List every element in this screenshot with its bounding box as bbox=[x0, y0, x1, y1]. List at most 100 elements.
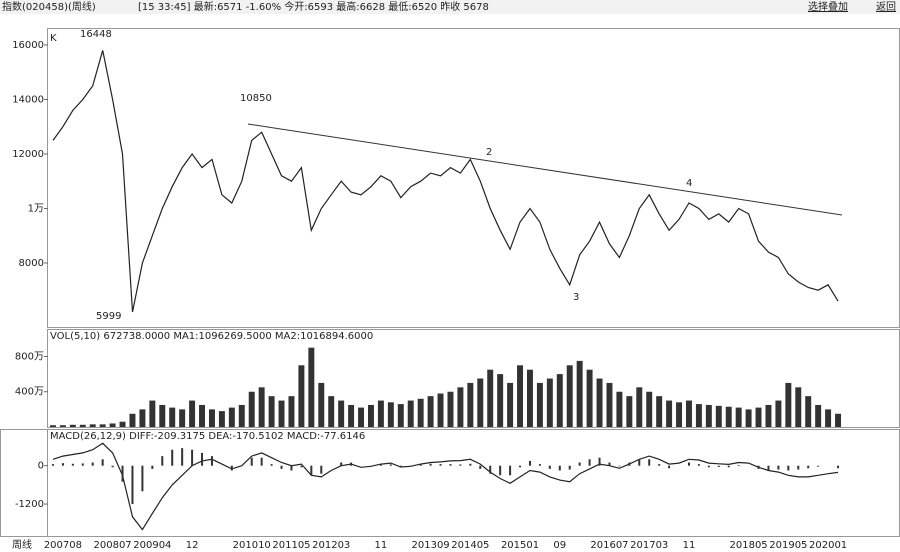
volume-bar bbox=[407, 400, 414, 427]
x-tick-label: 200904 bbox=[133, 540, 171, 551]
frames bbox=[0, 28, 900, 537]
macd-bar bbox=[310, 465, 313, 476]
macd-bar bbox=[578, 462, 581, 466]
volume-bar bbox=[228, 407, 235, 427]
volume-bar bbox=[328, 396, 335, 427]
volume-bar bbox=[288, 396, 295, 427]
y-tick-label: 16000 bbox=[12, 40, 44, 51]
macd-bar bbox=[290, 465, 293, 471]
macd-bar bbox=[817, 465, 820, 467]
macd-bar bbox=[81, 463, 84, 466]
macd-bar bbox=[399, 465, 402, 468]
macd-bar bbox=[638, 459, 641, 466]
title-bar bbox=[0, 0, 900, 14]
macd-bar bbox=[509, 465, 512, 476]
volume-bar bbox=[656, 396, 663, 427]
macd-bar bbox=[429, 463, 432, 466]
volume-bar bbox=[735, 407, 742, 427]
volume-bar bbox=[159, 404, 166, 427]
volume-bar bbox=[248, 391, 255, 427]
macd-bar bbox=[51, 464, 54, 466]
volume-bar bbox=[805, 396, 812, 427]
volume-bar bbox=[189, 400, 196, 427]
volume-bar bbox=[278, 400, 285, 427]
macd-bar bbox=[717, 465, 720, 467]
x-tick-label: 12 bbox=[186, 540, 199, 551]
back-button[interactable]: 返回 bbox=[876, 1, 896, 13]
volume-bar bbox=[526, 369, 533, 427]
macd-bar bbox=[340, 462, 343, 466]
volume-bar bbox=[467, 382, 474, 427]
macd-bar bbox=[389, 464, 392, 466]
period-label: 周线 bbox=[12, 538, 32, 551]
macd-bar bbox=[280, 465, 283, 469]
volume-bar bbox=[815, 404, 822, 427]
macd-bar bbox=[439, 464, 442, 466]
y-tick-label: 400万 bbox=[15, 387, 44, 398]
macd-bar bbox=[628, 462, 631, 466]
macd-bar bbox=[61, 463, 64, 466]
macd-bar bbox=[459, 464, 462, 466]
macd-bar bbox=[528, 460, 531, 466]
macd-bar bbox=[300, 465, 303, 468]
volume-bar bbox=[795, 387, 802, 427]
volume-bar bbox=[685, 400, 692, 427]
volume-bar bbox=[725, 406, 732, 427]
diff-line bbox=[52, 442, 839, 531]
macd-bar bbox=[379, 464, 382, 466]
macd-bar bbox=[787, 465, 790, 471]
volume-bar bbox=[99, 424, 106, 427]
volume-bar bbox=[348, 404, 355, 427]
x-tick-label: 200807 bbox=[94, 540, 132, 551]
axis-label: K bbox=[50, 33, 57, 44]
volume-bar bbox=[785, 382, 792, 427]
annotation: 5999 bbox=[96, 311, 121, 322]
volume-bar bbox=[308, 347, 315, 427]
macd-bar bbox=[469, 463, 472, 466]
volume-bar bbox=[79, 424, 86, 427]
volume-bar bbox=[258, 387, 265, 427]
volume-bar bbox=[387, 402, 394, 427]
volume-bar bbox=[586, 369, 593, 427]
panel-title: VOL(5,10) 672738.0000 MA1:1096269.5000 M… bbox=[50, 331, 373, 342]
trend-line bbox=[247, 123, 843, 216]
volume-bar bbox=[556, 374, 563, 427]
macd-bar bbox=[618, 465, 621, 467]
overlay-button[interactable]: 选择叠加 bbox=[808, 0, 848, 13]
x-tick-label: 09 bbox=[553, 540, 566, 551]
x-tick-label: 201905 bbox=[769, 540, 807, 551]
volume-bar bbox=[149, 400, 156, 427]
y-tick-label: 1万 bbox=[28, 203, 44, 214]
macd-bar bbox=[141, 465, 144, 492]
annotation: 4 bbox=[686, 178, 692, 189]
volume-bar bbox=[109, 423, 116, 427]
macd-bar bbox=[558, 465, 561, 471]
volume-bar bbox=[616, 391, 623, 427]
window-title: 指数(020458)(周线) bbox=[2, 0, 96, 13]
macd-bar bbox=[270, 464, 273, 466]
macd-bar bbox=[230, 465, 233, 471]
x-tick-label: 201607 bbox=[590, 540, 628, 551]
volume-bar bbox=[417, 398, 424, 427]
x-tick-label: 201010 bbox=[233, 540, 271, 551]
volume-bar bbox=[139, 409, 146, 427]
macd-bar bbox=[598, 457, 601, 466]
macd-bar bbox=[409, 465, 412, 467]
volume-bar bbox=[666, 400, 673, 427]
annotation: 10850 bbox=[240, 93, 272, 104]
macd-bar bbox=[727, 465, 730, 468]
macd-bar bbox=[568, 465, 571, 470]
volume-bar bbox=[298, 365, 305, 427]
volume-bar bbox=[596, 378, 603, 427]
annotation: 16448 bbox=[80, 29, 112, 40]
volume-bar bbox=[576, 360, 583, 427]
macd-bar bbox=[757, 465, 760, 469]
y-tick-label: 0 bbox=[38, 461, 44, 472]
y-tick-label: -1200 bbox=[15, 499, 44, 510]
volume-bar bbox=[358, 407, 365, 427]
volume-bar bbox=[566, 365, 573, 427]
volume-bar bbox=[676, 402, 683, 427]
macd-bar bbox=[707, 465, 710, 468]
macd-bar bbox=[777, 465, 780, 470]
price-line bbox=[52, 50, 839, 313]
